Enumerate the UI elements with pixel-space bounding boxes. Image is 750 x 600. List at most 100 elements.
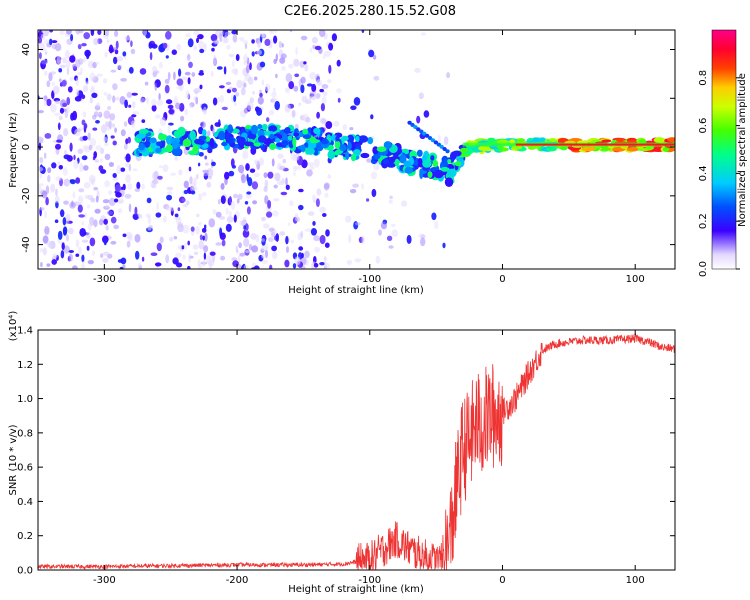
heatmap-speckle	[277, 153, 284, 159]
heatmap-speckle	[316, 79, 323, 87]
heatmap-speckle	[224, 171, 230, 180]
heatmap-speckle	[420, 237, 426, 247]
heatmap-speckle	[196, 173, 199, 180]
heatmap-speckle	[102, 199, 110, 204]
heatmap-speckle	[221, 106, 228, 111]
heatmap-speckle	[113, 198, 119, 203]
heatmap-spur	[410, 122, 415, 127]
heatmap-speckle	[57, 122, 61, 131]
heatmap-speckle	[40, 247, 43, 253]
heatmap-speckle	[61, 242, 65, 250]
heatmap-speckle	[51, 259, 57, 265]
heatmap-speckle	[53, 85, 60, 95]
heatmap-ridge-blob	[358, 135, 369, 143]
heatmap-speckle	[336, 88, 342, 94]
heatmap-speckle	[89, 72, 96, 82]
heatmap-ridge-blob	[321, 138, 329, 145]
heatmap-speckle	[79, 162, 84, 173]
heatmap-speckle	[164, 84, 170, 94]
heatmap-speckle	[277, 179, 283, 185]
heatmap-speckle	[232, 34, 238, 43]
heatmap-ridge-blob	[443, 158, 448, 168]
heatmap-ridge-blob	[667, 137, 675, 143]
heatmap-speckle	[203, 245, 209, 253]
heatmap-speckle	[311, 36, 318, 44]
heatmap-speckle	[166, 194, 173, 201]
heatmap-speckle	[266, 117, 270, 123]
heatmap-speckle	[271, 97, 278, 103]
heatmap-speckle	[166, 191, 173, 195]
heatmap-speckle	[269, 264, 273, 269]
heatmap-speckle	[165, 99, 173, 105]
heatmap-speckle	[311, 83, 317, 92]
heatmap-ridge-blob	[144, 140, 151, 148]
heatmap-speckle	[231, 87, 237, 93]
heatmap-speckle	[131, 101, 136, 109]
heatmap-ridge-blob	[244, 141, 254, 147]
spectrogram-frame	[37, 29, 676, 270]
heatmap-speckle	[187, 38, 194, 48]
heatmap-speckle	[134, 206, 138, 216]
heatmap-speckle	[125, 153, 131, 163]
heatmap-speckle	[197, 34, 204, 40]
heatmap-speckle	[69, 76, 75, 81]
heatmap-speckle	[93, 38, 99, 46]
heatmap-speckle	[220, 255, 226, 261]
heatmap-speckle	[289, 30, 293, 33]
heatmap-speckle	[206, 181, 212, 188]
heatmap-speckle	[77, 44, 82, 50]
snr-y-tick-label: 1.4	[17, 326, 33, 337]
heatmap-speckle	[134, 188, 140, 193]
heatmap-speckle	[47, 174, 51, 183]
heatmap-speckle	[49, 71, 57, 75]
heatmap-speckle	[345, 215, 352, 223]
heatmap-speckle	[137, 262, 142, 269]
heatmap-speckle	[251, 51, 255, 57]
heatmap-speckle	[231, 165, 236, 169]
heatmap-speckle	[44, 51, 48, 55]
heatmap-speckle	[388, 199, 393, 204]
heatmap-ridge-blob	[399, 154, 405, 164]
snr-frame	[37, 329, 676, 571]
heatmap-speckle	[106, 39, 110, 43]
heatmap-speckle	[267, 171, 274, 179]
heatmap-speckle	[184, 242, 187, 251]
heatmap-speckle	[116, 64, 123, 70]
heatmap-speckle	[164, 78, 170, 84]
heatmap-speckle	[211, 47, 215, 52]
heatmap-speckle	[275, 233, 279, 242]
heatmap-speckle	[62, 217, 67, 226]
heatmap-speckle	[141, 119, 146, 123]
heatmap-speckle	[245, 64, 250, 74]
heatmap-speckle	[72, 265, 78, 269]
heatmap-speckle	[77, 58, 84, 65]
heatmap-speckle	[114, 30, 119, 37]
heatmap-speckle	[38, 52, 42, 60]
heatmap-speckle	[446, 72, 451, 79]
heatmap-ridge-blob	[257, 135, 267, 143]
heatmap-speckle	[52, 81, 55, 87]
heatmap-speckle	[294, 73, 300, 78]
heatmap-speckle	[184, 71, 191, 76]
heatmap-speckle	[196, 37, 199, 44]
heatmap-ridge-blob	[218, 130, 226, 141]
heatmap-speckle	[199, 234, 203, 241]
heatmap-speckle	[243, 82, 247, 88]
heatmap-speckle	[193, 30, 200, 36]
heatmap-speckle	[185, 33, 191, 38]
heatmap-speckle	[130, 40, 133, 47]
heatmap-ridge-blob	[282, 132, 287, 141]
heatmap-speckle	[83, 212, 88, 219]
heatmap-speckle	[65, 49, 70, 59]
heatmap-speckle	[268, 227, 275, 232]
heatmap-ridge-blob	[293, 132, 300, 137]
heatmap-ridge-blob	[401, 148, 409, 153]
heatmap-speckle	[128, 163, 132, 172]
heatmap-speckle	[96, 73, 103, 77]
heatmap-speckle	[40, 33, 45, 41]
heatmap-speckle	[98, 165, 104, 172]
heatmap-speckle	[46, 240, 53, 247]
heatmap-speckle	[64, 149, 67, 155]
heatmap-speckle	[95, 195, 99, 203]
